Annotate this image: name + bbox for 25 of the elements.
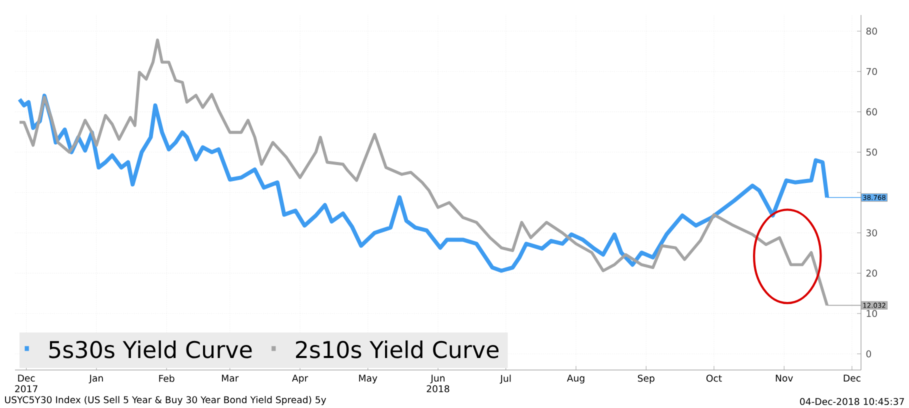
y-tick-label: 70 <box>866 68 877 76</box>
x-tick-label: Jan <box>88 374 103 384</box>
x-tick-label: Oct <box>706 374 722 382</box>
x-tick-label: Dec 2017 <box>15 374 38 392</box>
y-tick-label: 60 <box>866 108 877 116</box>
x-tick-label: Aug <box>566 374 584 384</box>
y-tick-label: 10 <box>866 310 877 318</box>
y-tick-label: 30 <box>866 229 877 236</box>
x-tick-label: Feb <box>159 374 174 382</box>
x-tick-label: Jul <box>500 374 511 384</box>
legend-label: 2s10s Yield Curve <box>296 340 499 358</box>
y-tick-label: 0 <box>866 350 872 358</box>
x-tick-label: Jun 2018 <box>426 374 450 392</box>
y-tick-label: 50 <box>866 148 877 156</box>
x-tick-label: Apr <box>292 374 308 384</box>
legend-label: 5s30s Yield Curve <box>49 340 252 358</box>
y-tick-label: 80 <box>866 28 877 35</box>
y-tick-label: 20 <box>866 270 877 277</box>
x-tick-label: Mar <box>222 374 239 382</box>
x-tick-label: Dec <box>844 374 860 382</box>
text: USYC5Y30 Index (US Sell 5 Year & Buy 30 Year Bond Yield Spread) 5y <box>5 396 326 406</box>
x-tick-label: May <box>359 374 378 384</box>
x-tick-label: Nov <box>776 374 793 382</box>
text: 04-Dec-2018 10:45:37 <box>800 398 904 406</box>
x-tick-label: Sep <box>638 374 654 384</box>
